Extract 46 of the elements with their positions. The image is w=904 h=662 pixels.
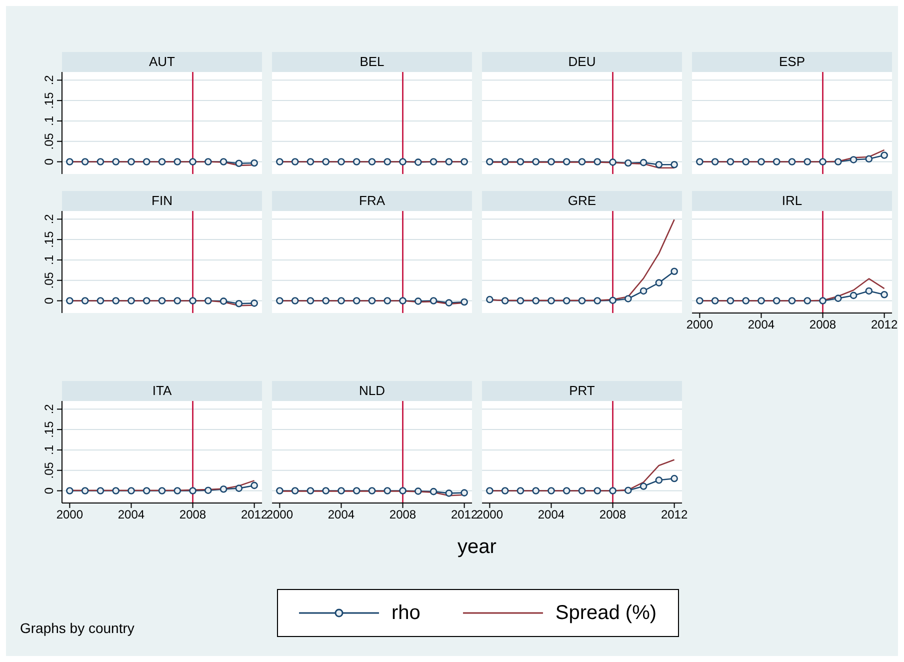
x-tick-label: 2008 [599,508,626,522]
y-tick-label: 0 [42,487,56,494]
x-tick-label: 2004 [538,508,565,522]
x-tick-label: 2012 [660,508,688,522]
x-tick-label: 2000 [476,508,504,522]
y-tick-label: 0 [42,297,56,304]
chart-title: ITA [62,381,262,401]
y-tick-label: 0 [42,158,56,166]
y-tick-label: .15 [42,420,56,438]
y-tick-label: .2 [42,404,56,414]
x-tick-label: 2008 [389,508,416,522]
y-tick-label: .15 [42,92,56,109]
x-tick-label: 2000 [686,318,714,332]
chart-title: IRL [692,191,892,211]
y-tick-label: .1 [42,116,56,126]
y-tick-label: .05 [42,272,56,289]
legend-label: rho [391,602,420,624]
legend-label: Spread (%) [555,602,657,624]
chart-title: NLD [272,381,472,401]
x-tick-label: 2008 [809,318,836,332]
y-tick-label: .2 [42,74,56,86]
y-tick-label: .05 [42,462,56,479]
chart-title: AUT [62,52,262,72]
y-tick-label: .1 [42,444,56,455]
chart-title: PRT [482,381,682,401]
x-tick-label: 2004 [118,508,145,522]
x-tick-label: 2000 [266,508,294,522]
chart-title: DEU [482,52,682,72]
chart-title: FRA [272,191,472,211]
chart-title: FIN [62,191,262,211]
y-tick-label: .2 [42,214,56,224]
x-tick-label: 2004 [748,318,775,332]
x-tick-label: 2012 [870,318,898,332]
chart-title: GRE [482,191,682,211]
y-tick-label: .05 [42,132,56,150]
x-axis-title: year [456,536,498,559]
x-tick-label: 2000 [56,508,84,522]
x-tick-label: 2008 [179,508,206,522]
y-tick-label: .1 [42,254,56,265]
text: Graphs by country [20,620,134,636]
chart-title: BEL [272,52,472,72]
x-tick-label: 2012 [240,508,268,522]
y-tick-label: .15 [42,230,56,248]
chart-title: ESP [692,52,892,72]
x-tick-label: 2012 [450,508,478,522]
x-tick-label: 2004 [328,508,355,522]
